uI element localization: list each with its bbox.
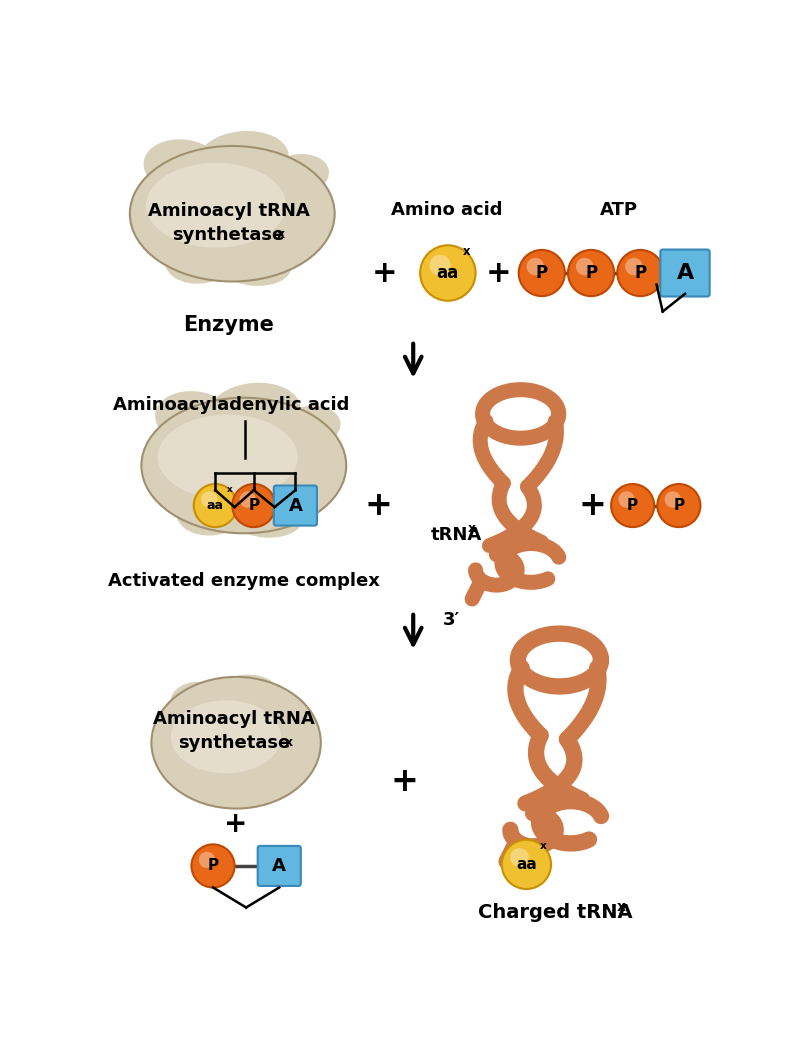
Ellipse shape [171,700,281,773]
Circle shape [420,245,475,301]
Text: Activated enzyme complex: Activated enzyme complex [108,572,380,590]
Text: Amino acid: Amino acid [390,201,502,219]
Circle shape [199,852,215,868]
Ellipse shape [209,382,301,438]
Circle shape [611,484,654,527]
Text: Aminoacyl tRNA
synthetase: Aminoacyl tRNA synthetase [153,711,315,752]
Text: P: P [207,859,219,873]
Text: aa: aa [436,264,459,282]
Circle shape [518,250,565,296]
Circle shape [526,258,544,276]
Text: Aminoacyl tRNA
synthetase: Aminoacyl tRNA synthetase [148,202,309,244]
Text: P: P [673,498,684,513]
Circle shape [510,848,529,867]
Circle shape [194,484,237,527]
Ellipse shape [277,406,340,449]
Ellipse shape [165,237,235,284]
Text: A: A [677,263,694,283]
Text: x: x [540,841,547,851]
Ellipse shape [224,768,281,803]
Text: x: x [617,901,626,914]
Text: +: + [390,765,418,797]
Text: P: P [536,264,548,282]
Circle shape [232,484,275,527]
Text: 3′: 3′ [443,610,460,628]
Text: x: x [277,228,285,241]
Text: P: P [627,498,638,513]
Text: ATP: ATP [599,201,638,219]
Ellipse shape [151,677,321,809]
Text: x: x [468,522,476,534]
FancyBboxPatch shape [273,486,317,526]
Text: P: P [248,498,259,513]
Text: tRNA: tRNA [431,526,483,544]
Text: +: + [224,810,248,837]
Text: P: P [634,264,646,282]
FancyBboxPatch shape [258,846,301,886]
Text: Aminoacyladenylic acid: Aminoacyladenylic acid [113,396,349,414]
Ellipse shape [258,694,307,730]
Ellipse shape [130,146,335,282]
Ellipse shape [265,154,329,197]
Circle shape [429,254,451,276]
Circle shape [625,258,642,276]
Text: +: + [372,259,398,287]
Ellipse shape [142,398,346,533]
Text: A: A [289,496,302,514]
Text: +: + [579,489,607,522]
Text: P: P [585,264,597,282]
Text: A: A [273,856,286,875]
Ellipse shape [188,761,241,799]
Text: aa: aa [516,856,537,872]
Circle shape [201,491,218,508]
Ellipse shape [176,489,246,535]
Text: +: + [365,489,393,522]
Circle shape [617,250,664,296]
Circle shape [239,491,256,508]
Text: x: x [227,485,233,494]
Ellipse shape [155,391,235,447]
Circle shape [502,840,551,889]
Circle shape [568,250,615,296]
Circle shape [619,491,635,508]
Text: Enzyme: Enzyme [183,316,273,336]
Ellipse shape [170,682,231,728]
Circle shape [192,845,235,887]
Ellipse shape [212,675,280,720]
Circle shape [576,258,593,276]
Circle shape [657,484,700,527]
Ellipse shape [216,243,292,286]
Circle shape [665,491,681,508]
Ellipse shape [227,495,303,538]
Text: +: + [486,259,511,287]
Text: x: x [285,736,293,749]
Text: Charged tRNA: Charged tRNA [479,903,633,922]
Ellipse shape [157,415,297,499]
FancyBboxPatch shape [661,249,710,297]
Ellipse shape [146,163,286,247]
Ellipse shape [144,139,224,195]
Text: aa: aa [207,499,224,512]
Ellipse shape [197,131,289,187]
Text: x: x [463,245,471,258]
